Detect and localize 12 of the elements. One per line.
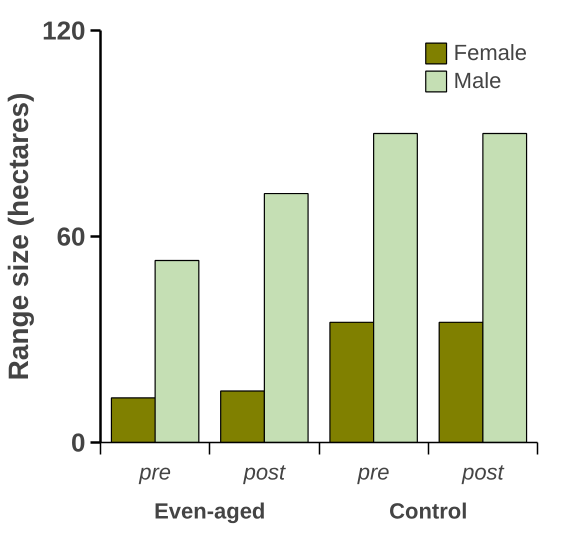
legend-label: Female — [454, 40, 527, 66]
text: Control — [389, 498, 468, 524]
y-tick-label: 120 — [42, 16, 86, 46]
x-tick-label: post — [461, 460, 505, 484]
x-tick-label: pre — [138, 460, 172, 484]
y-tick-label: 60 — [56, 222, 86, 252]
y-axis-title: Range size (hectares) — [3, 92, 34, 380]
x-tick-label: post — [242, 460, 286, 484]
legend-label: Male — [454, 68, 502, 94]
text: Even-aged — [154, 498, 266, 524]
y-tick-label: 0 — [71, 428, 86, 458]
x-tick-label: pre — [356, 460, 390, 484]
